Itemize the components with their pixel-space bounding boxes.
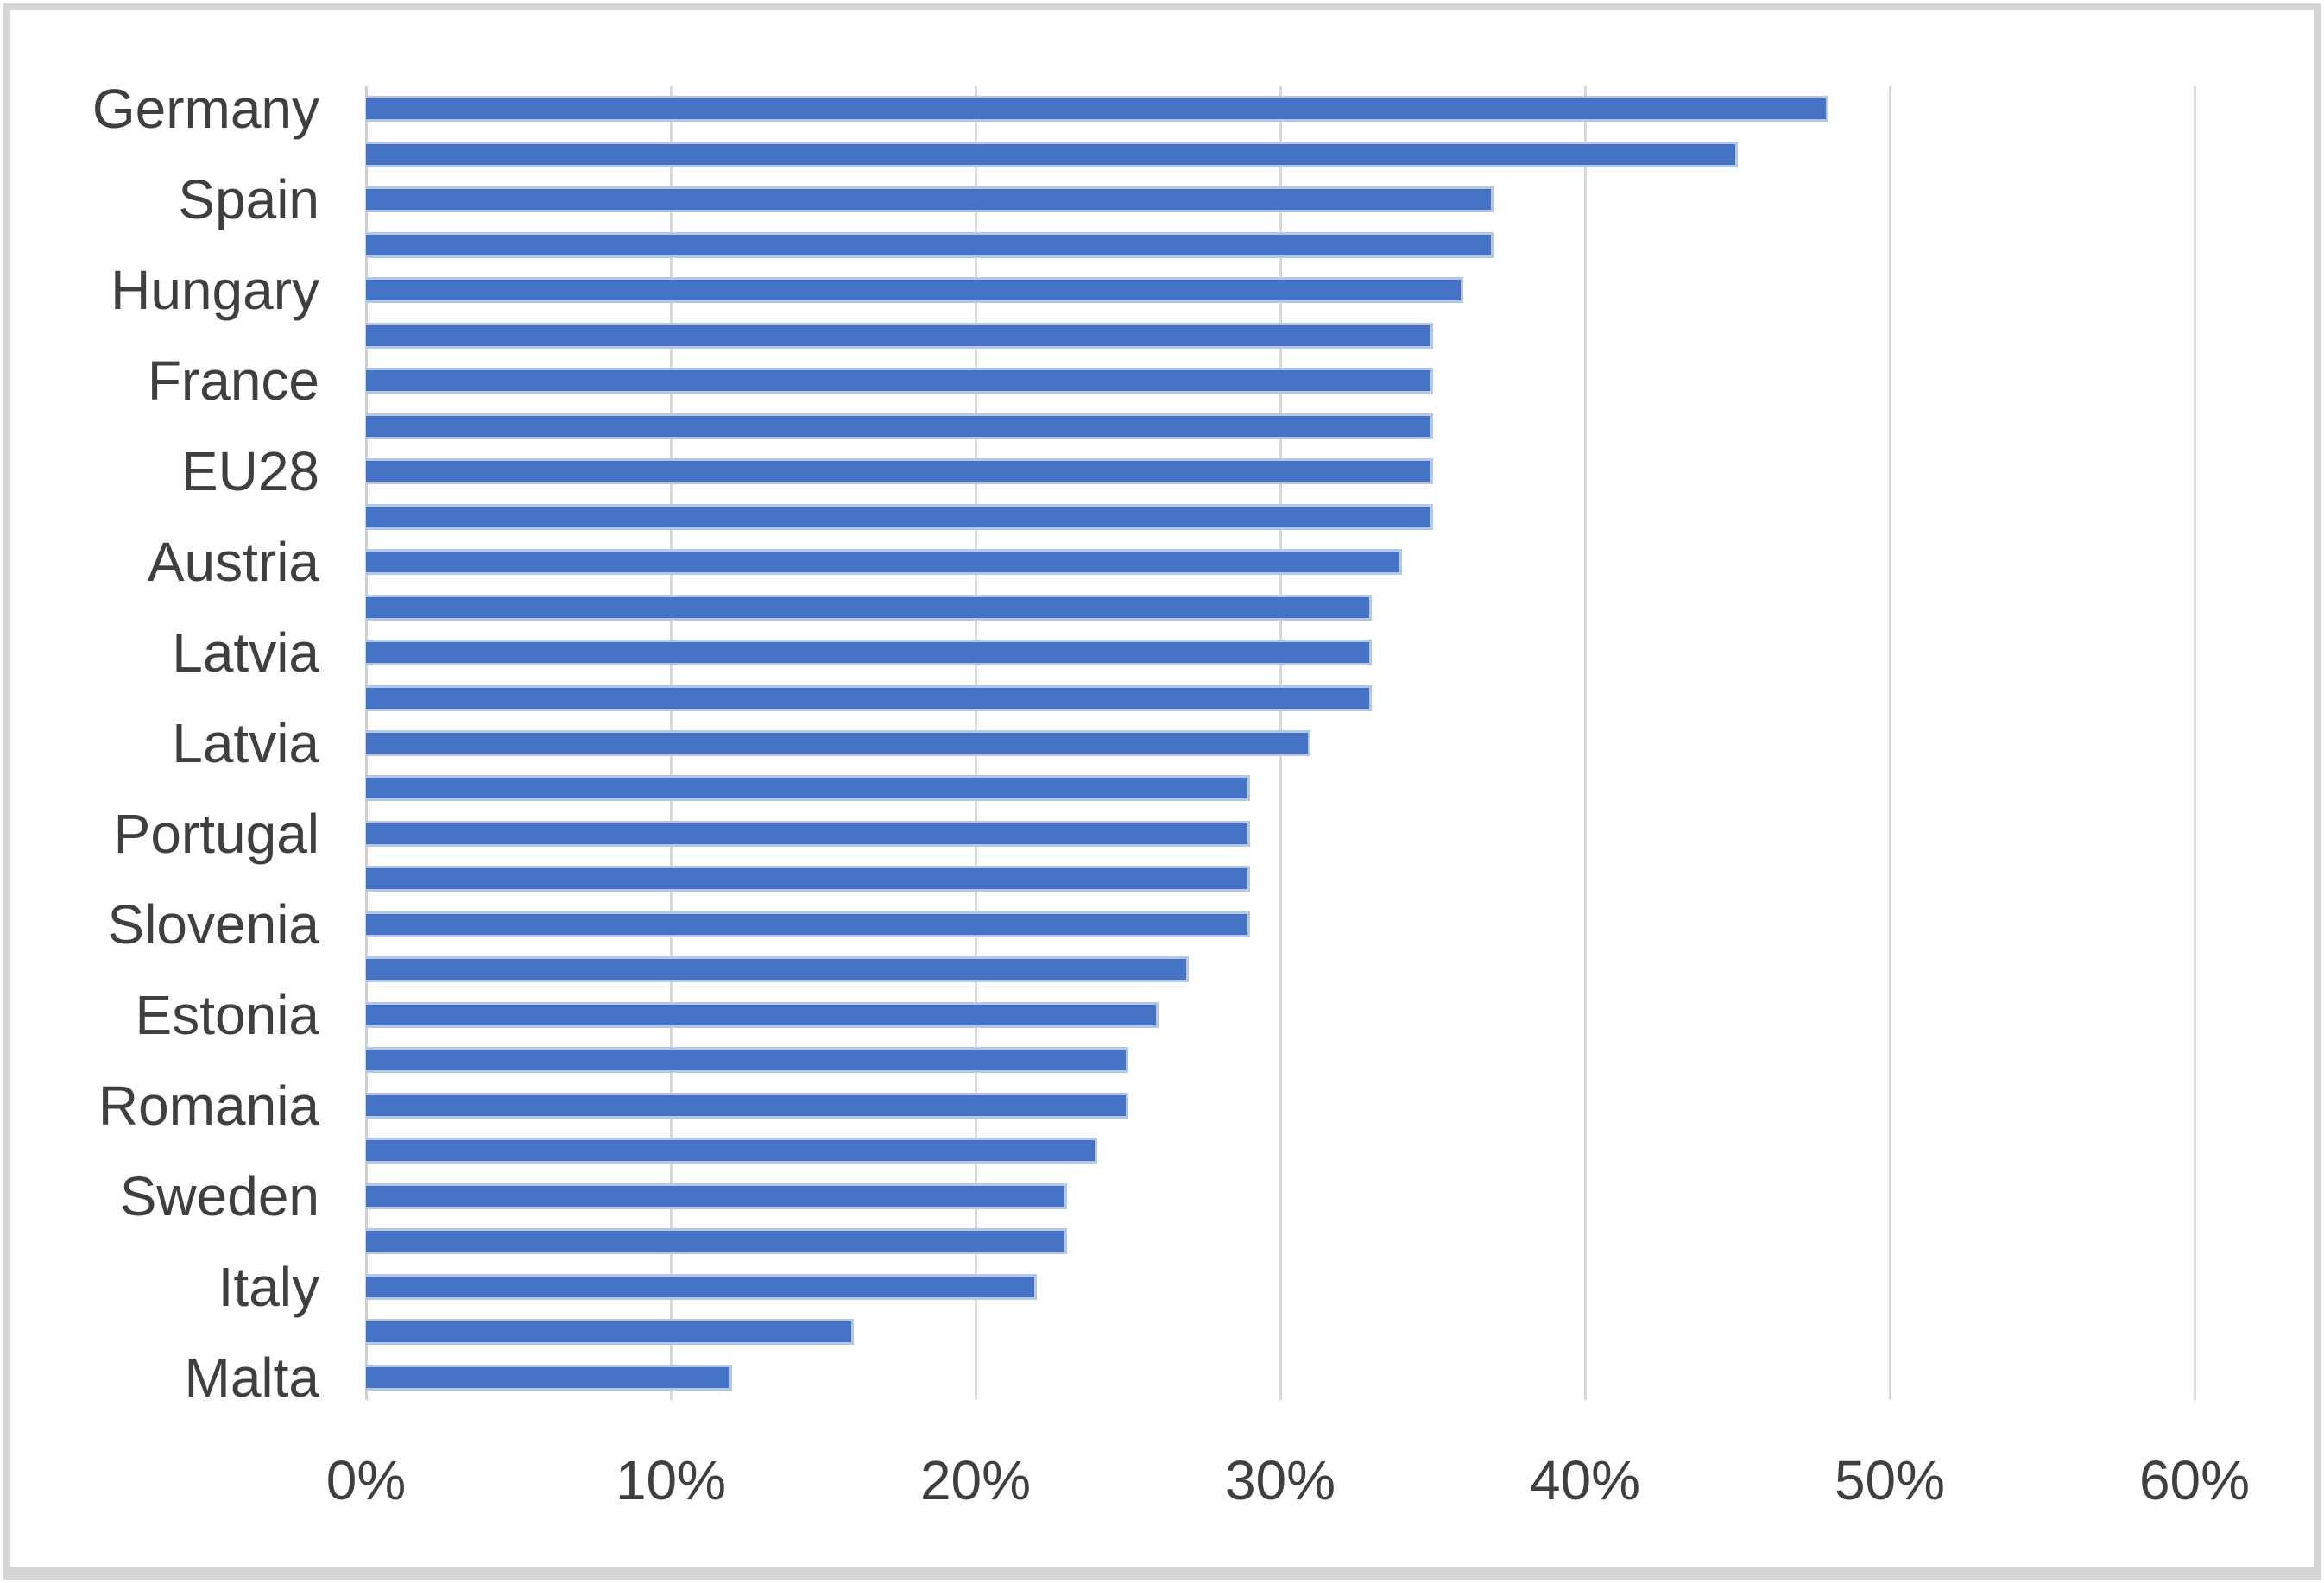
bar: [366, 186, 1494, 213]
bar: [366, 1138, 1098, 1164]
x-tick-label: 20%: [919, 1449, 1032, 1511]
category-label: Spain: [178, 168, 319, 231]
bar: [366, 820, 1250, 847]
x-tick-label: 50%: [1834, 1449, 1946, 1511]
x-tick-label: 60%: [2138, 1449, 2251, 1511]
bar: [366, 458, 1433, 485]
plot-area: [365, 86, 2196, 1400]
bar: [366, 730, 1311, 756]
bar: [366, 413, 1433, 439]
bar: [366, 775, 1250, 802]
category-label: Germany: [92, 78, 319, 141]
bar: [366, 956, 1190, 983]
bar: [366, 684, 1372, 711]
bar: [366, 640, 1372, 666]
bar: [366, 1273, 1037, 1300]
category-label: EU28: [180, 440, 319, 503]
bar: [366, 1001, 1159, 1028]
bar: [366, 231, 1494, 258]
bar: [366, 1092, 1128, 1119]
bar: [366, 96, 1829, 123]
bar: [366, 1183, 1067, 1209]
category-label: Slovenia: [107, 892, 320, 955]
bar: [366, 1228, 1067, 1255]
category-label: France: [147, 350, 319, 413]
bar: [366, 368, 1433, 394]
gridline: [1584, 86, 1587, 1400]
gridline: [1889, 86, 1891, 1400]
bar: [366, 549, 1403, 576]
bar: [366, 911, 1250, 937]
bar: [366, 594, 1372, 621]
bar: [366, 277, 1463, 304]
gridline: [2194, 86, 2196, 1400]
category-label: Italy: [218, 1255, 319, 1318]
x-tick-label: 10%: [615, 1449, 727, 1511]
bar: [366, 503, 1433, 530]
bar: [366, 1319, 854, 1346]
x-tick-label: 0%: [325, 1449, 407, 1511]
category-label: Malta: [184, 1346, 320, 1409]
category-label: Latvia: [172, 712, 319, 774]
category-label: Latvia: [172, 621, 319, 684]
category-label: Portugal: [113, 802, 319, 865]
bar: [366, 1047, 1128, 1074]
bar: [366, 866, 1250, 892]
category-label: Austria: [147, 531, 319, 594]
bar: [366, 1364, 732, 1391]
bar: [366, 141, 1738, 167]
bar: [366, 322, 1433, 349]
category-label: Estonia: [135, 983, 319, 1046]
x-tick-label: 30%: [1224, 1449, 1336, 1511]
x-tick-label: 40%: [1529, 1449, 1641, 1511]
category-label: Sweden: [119, 1164, 319, 1227]
category-label: Hungary: [111, 259, 319, 322]
category-label: Romania: [98, 1074, 319, 1137]
